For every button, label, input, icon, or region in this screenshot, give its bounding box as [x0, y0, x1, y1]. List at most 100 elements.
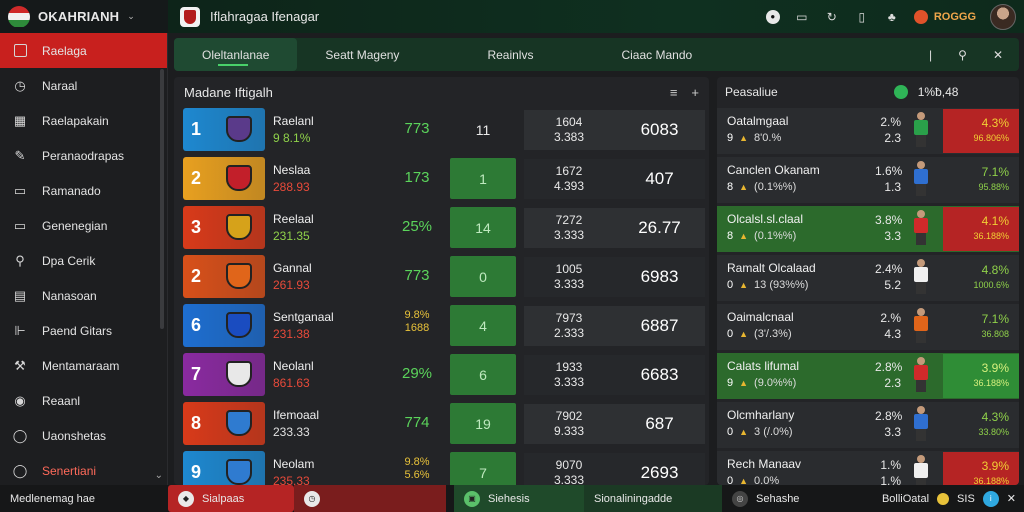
player-row[interactable]: Rech Manaav 0 ▲ 0.0% 1.% 1.% 3.9% 36.188… [717, 451, 1019, 485]
team-form: 773 [404, 120, 430, 137]
bottom-chip-3[interactable]: Sionaliningadde [584, 485, 722, 512]
tablet-icon[interactable]: ▯ [858, 9, 866, 24]
table-row[interactable]: 6 Sentganaal 231.38 9.8% 1688 4 7973 2.33… [180, 303, 705, 348]
coin-balance[interactable]: ROGGG [913, 9, 976, 24]
table-row[interactable]: 2 Gannal 261.93 773 0 1005 3.333 6983 [180, 254, 705, 299]
flag-icon [8, 5, 30, 28]
tab-bar: Oleltanlanae Seatt Mageny Reainlvs Ciaac… [174, 38, 1019, 71]
inbox-icon[interactable]: ▭ [796, 9, 808, 24]
pin-icon: ⚲ [15, 252, 25, 268]
sidebar-scrollbar[interactable] [160, 69, 164, 329]
bottom-right-label: BolliOatal [881, 492, 930, 505]
team-sub: 231.35 [273, 229, 310, 243]
info-icon[interactable]: i [982, 490, 999, 507]
player-sub: 8 ▲ (0.1%%) [727, 181, 797, 193]
table-row[interactable]: 9 Neolam 235.33 9.8% 5.6% 7 9070 3.333 26… [180, 450, 705, 485]
team-form: 25% [401, 218, 433, 235]
target-icon: ◎ [732, 490, 748, 507]
team-name: Neslaa [273, 163, 311, 177]
sidebar: Raelaga ◷ Naraal ▦ Raelapakain ✎ Peranaodra… [0, 33, 168, 485]
team-points: 2693 [614, 453, 705, 485]
close-icon[interactable]: ✕ [1006, 493, 1016, 505]
players-count: 1%ƀ,48 [917, 85, 959, 99]
player-stat: 1.6% 1.3 [875, 164, 903, 194]
window-icon: ▭ [13, 182, 27, 198]
add-icon[interactable]: + [691, 84, 699, 100]
standings-header: Madane Iftigalh ≡ + [174, 77, 709, 107]
player-row[interactable]: Ramalt Olcalaad 0 ▲ 13 (93%%) 2.4% 5.2 4… [717, 255, 1019, 301]
sidebar-item-4[interactable]: ▭ Ramanado [0, 173, 167, 208]
refresh-icon[interactable]: ↻ [826, 9, 837, 24]
record-icon[interactable]: ● [765, 9, 780, 24]
games-played: 7 [450, 452, 516, 485]
brand[interactable]: OKAHRIANH ⌄ [0, 0, 168, 33]
tab-0[interactable]: Oleltanlanae [174, 38, 298, 71]
games-played: 11 [475, 121, 491, 138]
sidebar-item-11[interactable]: ◯ Uaonshetas [0, 418, 167, 453]
tab-2[interactable]: Reainlvs [487, 47, 534, 62]
table-row[interactable]: 3 Reelaal 231.35 25% 14 7272 3.333 26.77 [180, 205, 705, 250]
player-sub: 9 ▲ (9.0%%) [727, 377, 797, 389]
chart-icon: ⊩ [14, 322, 26, 338]
games-played: 6 [450, 354, 516, 395]
tab-1[interactable]: Seatt Mageny [325, 47, 400, 62]
close-icon[interactable]: ✕ [992, 47, 1003, 62]
player-row[interactable]: Calats lifumal 9 ▲ (9.0%%) 2.8% 2.3 3.9%… [717, 353, 1019, 399]
players-panel: Peasaliue 1%ƀ,48 Oatalmgaal 9 ▲ 8'0.% 2.… [717, 77, 1019, 485]
bottom-chip-1[interactable]: ◆ Sialpaas [168, 485, 294, 512]
grid-icon: ▦ [13, 112, 27, 128]
player-row[interactable]: Olcmharlany 0 ▲ 3 (/.0%) 2.8% 3.3 4.3% 3… [717, 402, 1019, 448]
sidebar-item-0[interactable]: Raelaga [0, 33, 167, 68]
player-row[interactable]: Canclen Okanam 8 ▲ (0.1%%) 1.6% 1.3 7.1%… [717, 157, 1019, 203]
player-name: Olcalsl.sl.claal [727, 212, 804, 226]
table-row[interactable]: 2 Neslaa 288.93 173 1 1672 4.393 407 [180, 156, 705, 201]
sidebar-item-label: Naraal [42, 78, 78, 93]
player-row[interactable]: Olcalsl.sl.claal 8 ▲ (0.1%%) 3.8% 3.3 4.… [717, 206, 1019, 252]
bottom-chip-4[interactable]: ◎ Sehashe [722, 485, 852, 512]
standings-panel: Madane Iftigalh ≡ + 1 Raelanl 9 8.1% 773… [174, 77, 709, 485]
sidebar-item-9[interactable]: ⚒ Mentamaraam [0, 348, 167, 383]
player-sub: 0 ▲ 13 (93%%) [727, 279, 809, 291]
sidebar-item-label: Ramanado [42, 183, 101, 198]
team-form: 9.8% 5.6% [404, 456, 430, 481]
player-row[interactable]: Oatalmgaal 9 ▲ 8'0.% 2.% 2.3 4.3% 96.806… [717, 108, 1019, 154]
chevron-down-icon[interactable]: ⌄ [127, 11, 135, 21]
player-rating: 3.9% 36.188% [943, 452, 1019, 485]
sidebar-item-5[interactable]: ▭ Genenegian [0, 208, 167, 243]
people-icon[interactable]: ♣ [887, 9, 896, 24]
rank-number: 1 [191, 119, 202, 139]
bottom-chip-3-label: Sionaliningadde [594, 492, 673, 505]
sidebar-item-10[interactable]: ◉ Reaanl [0, 383, 167, 418]
sidebar-item-3[interactable]: ✎ Peranaodrapas [0, 138, 167, 173]
search-icon[interactable]: ⚲ [958, 47, 967, 62]
team-sub: 261.93 [273, 278, 310, 292]
sidebar-item-6[interactable]: ⚲ Dpa Cerik [0, 243, 167, 278]
sidebar-item-8[interactable]: ⊩ Paend Gitars [0, 313, 167, 348]
sidebar-item-1[interactable]: ◷ Naraal [0, 68, 167, 103]
triangle-icon: ▲ [739, 329, 749, 339]
player-rating: 7.1% 95.88% [978, 165, 1009, 192]
team-crest-icon [226, 361, 252, 387]
filter-icon[interactable]: ≡ [669, 84, 678, 100]
table-row[interactable]: 1 Raelanl 9 8.1% 773 11 1604 3.383 6083 [180, 107, 705, 152]
avatar[interactable] [990, 3, 1016, 30]
sidebar-item-7[interactable]: ▤ Nanasoan [0, 278, 167, 313]
sidebar-item-12[interactable]: ◯ Senertiani [0, 453, 167, 488]
sidebar-item-2[interactable]: ▦ Raelapakain [0, 103, 167, 138]
player-stat: 2.% 4.3 [880, 311, 901, 341]
player-rating: 4.3% 96.806% [943, 109, 1019, 153]
table-row[interactable]: 8 Ifemoaal 233.33 774 19 7902 9.333 687 [180, 401, 705, 446]
team-form: 773 [404, 267, 430, 284]
bottom-chip-2[interactable]: ▣ Siehesis [454, 485, 584, 512]
bottom-chip-clock[interactable]: ◷ [294, 485, 446, 512]
rank-badge: 2 [183, 255, 265, 298]
sidebar-item-label: Genenegian [42, 218, 108, 233]
chevron-down-icon[interactable]: ⌄ [154, 470, 163, 481]
table-row[interactable]: 7 Neolanl 861.63 29% 6 1933 3.333 6683 [180, 352, 705, 397]
team-sub: 233.33 [273, 425, 310, 439]
sidebar-item-label: Uaonshetas [42, 428, 107, 443]
player-row[interactable]: Oaimalcnaal 0 ▲ (3'/.3%) 2.% 4.3 7.1% 36… [717, 304, 1019, 350]
team-sub: 288.93 [273, 180, 310, 194]
team-crest-icon [226, 165, 252, 191]
tab-3[interactable]: Ciaac Mando [621, 47, 693, 62]
